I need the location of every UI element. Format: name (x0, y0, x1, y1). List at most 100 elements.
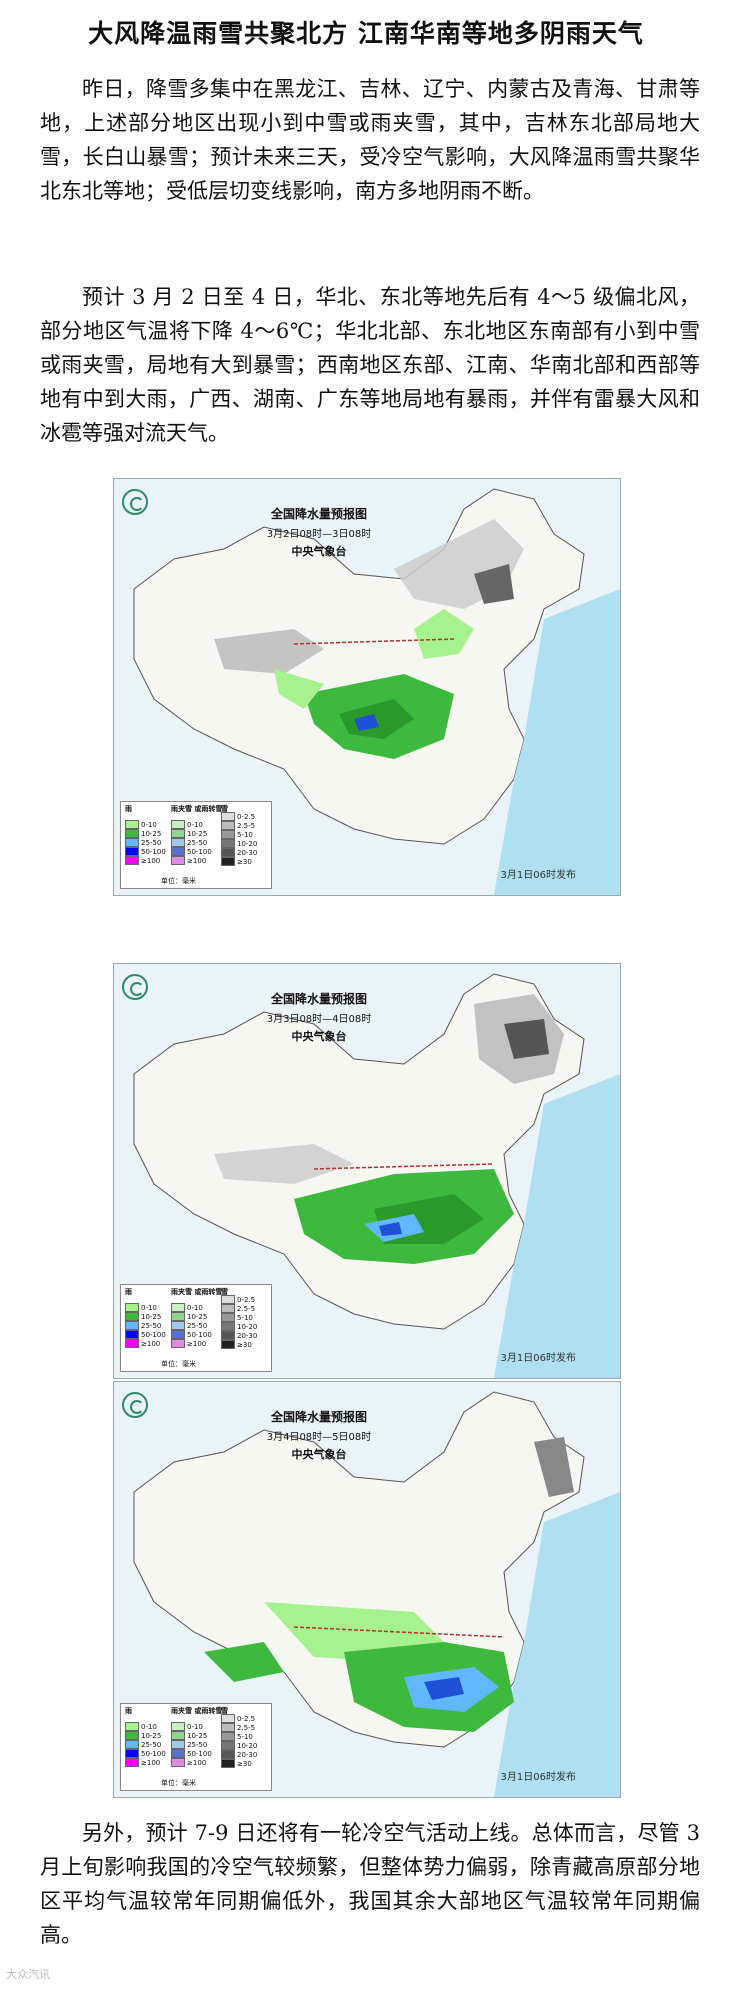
map-title: 全国降水量预报图 (270, 992, 367, 1006)
legend-label: ≥100 (187, 1339, 207, 1348)
swatch (125, 1740, 139, 1749)
legend-label: 5-10 (237, 1732, 253, 1741)
swatch (221, 1732, 235, 1741)
legend-label: ≥30 (237, 857, 252, 866)
swatch (125, 1321, 139, 1330)
legend-rain-header: 雨 (125, 1288, 132, 1296)
map-time-range: 3月4日08时—5日08时 (266, 1432, 372, 1443)
swatch (171, 1749, 185, 1758)
swatch (171, 856, 185, 865)
legend-label: ≥30 (237, 1340, 252, 1349)
legend-label: 0-2.5 (237, 1295, 256, 1304)
swatch (171, 1740, 185, 1749)
map-legend: 雨 0-10 10-25 25-50 50-100 ≥100 雨夹雪 或雨转雪 … (120, 801, 272, 889)
legend-label: 25-50 (141, 1740, 162, 1749)
swatch (221, 848, 235, 857)
swatch (221, 1741, 235, 1750)
precipitation-forecast-map-1: 全国降水量预报图 3月2日08时—3日08时 中央气象台 雨 0-10 10-2… (113, 478, 621, 896)
swatch (221, 1322, 235, 1331)
legend-label: 50-100 (141, 1330, 166, 1339)
map-legend: 雨 0-10 10-25 25-50 50-100 ≥100 雨夹雪 或雨转雪 … (120, 1703, 272, 1791)
legend-mix-header: 雨夹雪 或雨转雪 (171, 805, 223, 813)
legend-mix-header: 雨夹雪 或雨转雪 (171, 1288, 223, 1296)
legend-label: ≥30 (237, 1759, 252, 1768)
swatch (125, 820, 139, 829)
legend-label: 50-100 (187, 1749, 212, 1758)
legend-label: 0-10 (187, 820, 203, 829)
swatch (171, 1312, 185, 1321)
legend-snow-header: 雪 (221, 1288, 228, 1296)
swatch (125, 847, 139, 856)
legend-label: 25-50 (187, 1740, 208, 1749)
swatch (171, 1339, 185, 1348)
legend-label: 10-20 (237, 1741, 258, 1750)
article-paragraph-2: 预计 3 月 2 日至 4 日，华北、东北等地先后有 4～5 级偏北风，部分地区… (40, 285, 700, 445)
legend-unit: 单位：毫米 (161, 1779, 196, 1787)
legend-label: 10-25 (187, 1731, 208, 1740)
map-agency: 中央气象台 (291, 1448, 347, 1461)
swatch (171, 1758, 185, 1767)
legend-label: 10-25 (187, 829, 208, 838)
swatch (221, 839, 235, 848)
legend-rain-row: ≥100 (125, 856, 166, 865)
precipitation-forecast-map-3: 全国降水量预报图 3月4日08时—5日08时 中央气象台 雨 0-10 10-2… (113, 1381, 621, 1798)
legend-label: ≥100 (187, 856, 207, 865)
swatch (171, 1731, 185, 1740)
legend-rain-header: 雨 (125, 1707, 132, 1715)
precipitation-forecast-map-2: 全国降水量预报图 3月3日08时—4日08时 中央气象台 雨 0-10 10-2… (113, 963, 621, 1379)
swatch (221, 1331, 235, 1340)
swatch (221, 857, 235, 866)
swatch (171, 829, 185, 838)
swatch (221, 812, 235, 821)
legend-label: 25-50 (141, 838, 162, 847)
swatch (221, 1304, 235, 1313)
legend-rain-row: 25-50 (125, 838, 166, 847)
legend-label: 0-2.5 (237, 812, 256, 821)
swatch (171, 847, 185, 856)
legend-label: 0-10 (187, 1303, 203, 1312)
legend-label: 25-50 (187, 838, 208, 847)
legend-rain-row: 0-10 (125, 820, 166, 829)
legend-mix-header: 雨夹雪 或雨转雪 (171, 1707, 223, 1715)
map-title: 全国降水量预报图 (270, 507, 367, 521)
legend-label: ≥100 (141, 1339, 161, 1348)
legend-label: 2.5-5 (237, 821, 256, 830)
swatch (125, 1330, 139, 1339)
swatch (171, 838, 185, 847)
swatch (221, 830, 235, 839)
legend-label: 0-2.5 (237, 1714, 256, 1723)
legend-unit: 单位：毫米 (161, 877, 196, 885)
legend-label: 5-10 (237, 1313, 253, 1322)
map-time-range: 3月2日08时—3日08时 (266, 529, 372, 540)
swatch (125, 1731, 139, 1740)
swatch (125, 856, 139, 865)
article-title: 大风降温雨雪共聚北方 江南华南等地多阴雨天气 (88, 19, 644, 48)
cma-logo-icon (122, 1392, 148, 1418)
swatch (171, 1330, 185, 1339)
legend-label: 2.5-5 (237, 1304, 256, 1313)
cma-logo-icon (122, 974, 148, 1000)
swatch (221, 1759, 235, 1768)
map-agency: 中央气象台 (291, 545, 347, 558)
legend-label: 0-10 (141, 820, 157, 829)
legend-label: 0-10 (187, 1722, 203, 1731)
legend-label: 10-25 (187, 1312, 208, 1321)
map-title: 全国降水量预报图 (270, 1410, 367, 1424)
legend-label: ≥100 (141, 856, 161, 865)
legend-rain-row: 50-100 (125, 847, 166, 856)
swatch (171, 1303, 185, 1312)
swatch (125, 1312, 139, 1321)
legend-unit: 单位：毫米 (161, 1360, 196, 1368)
legend-label: 10-25 (141, 1731, 162, 1740)
legend-label: 5-10 (237, 830, 253, 839)
swatch (171, 1722, 185, 1731)
legend-label: 0-10 (141, 1303, 157, 1312)
swatch (221, 1750, 235, 1759)
legend-snow-header: 雪 (221, 805, 228, 813)
legend-label: 10-25 (141, 829, 162, 838)
article-paragraph-3: 另外，预计 7-9 日还将有一轮冷空气活动上线。总体而言，尽管 3 月上旬影响我… (40, 1821, 700, 1947)
swatch (125, 1303, 139, 1312)
swatch (125, 1758, 139, 1767)
legend-label: ≥100 (187, 1758, 207, 1767)
cma-logo-icon (122, 489, 148, 515)
